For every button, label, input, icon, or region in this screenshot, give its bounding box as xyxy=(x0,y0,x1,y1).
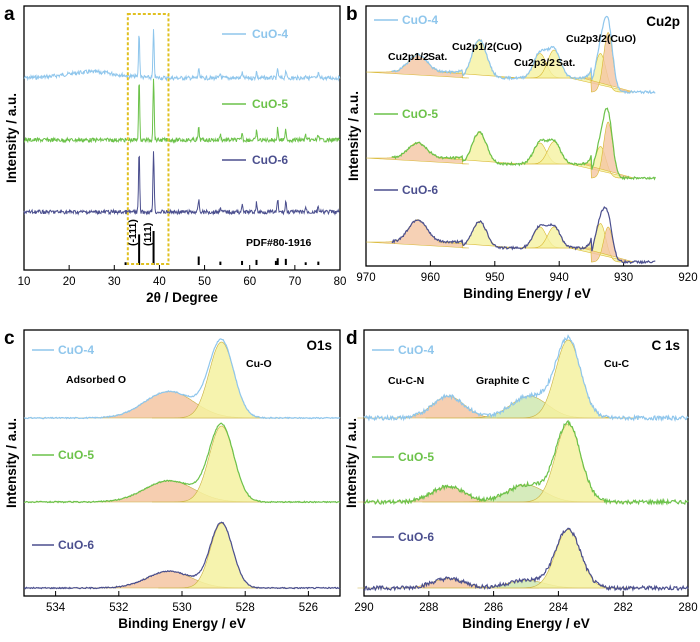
panel-title: O1s xyxy=(306,338,332,353)
panel-letter: c xyxy=(4,328,15,349)
legend-label: CuO-6 xyxy=(402,183,438,197)
legend-label: CuO-6 xyxy=(58,538,94,552)
peak-annotation: Cu-C-N xyxy=(388,375,424,387)
xrd-line-CuO-4 xyxy=(23,29,341,82)
peak-annotation: Cu2p3/2(CuO) xyxy=(566,33,636,45)
x-tick-label: 920 xyxy=(678,272,697,284)
x-tick-label: 960 xyxy=(421,272,440,284)
x-axis-title: Binding Energy / eV xyxy=(463,286,591,301)
y-axis-title: Intensity / a.u. xyxy=(344,418,359,508)
peak-annotation: Cu2p3/2 xyxy=(514,57,555,69)
x-tick-label: 526 xyxy=(299,602,318,614)
xps-line-CuO-5 xyxy=(23,422,341,504)
panel-b: b 970 960 950 940 930 920 Binding Energy / eV In… xyxy=(346,4,698,301)
fit-component xyxy=(582,121,634,179)
fit-component xyxy=(569,53,632,93)
legend-label: CuO-5 xyxy=(398,450,434,464)
peak-annotation: Cu-C xyxy=(604,358,629,370)
legend-label: CuO-5 xyxy=(58,448,94,462)
xps-line-CuO-5 xyxy=(363,419,689,506)
x-tick-label: 40 xyxy=(153,276,166,288)
xps-line-CuO-4 xyxy=(23,338,341,420)
legend-label: CuO-4 xyxy=(252,27,288,41)
xrd-line-CuO-6 xyxy=(23,151,341,216)
y-axis-title: Intensity / a.u. xyxy=(4,418,19,508)
xps-line-CuO-6 xyxy=(363,527,689,592)
peak-annotation: Sat. xyxy=(556,57,575,69)
peak-label-minus111: (-111) xyxy=(127,219,139,246)
panel-c: c 534 532 530 528 526 Binding Energy / eV Inten… xyxy=(4,328,341,631)
fit-component xyxy=(365,219,470,249)
fit-component xyxy=(30,480,309,503)
peak-annotation: Graphite C xyxy=(476,375,530,387)
x-tick-label: 20 xyxy=(63,276,76,288)
x-tick-label: 528 xyxy=(236,602,255,614)
panel-title: Cu2p xyxy=(646,14,680,29)
plot-frame xyxy=(23,5,341,271)
legend-label: CuO-6 xyxy=(252,153,288,167)
x-tick-label: 532 xyxy=(109,602,128,614)
legend-label: CuO-6 xyxy=(398,530,434,544)
xps-line-CuO-4 xyxy=(391,15,656,95)
fit-component xyxy=(365,142,470,165)
xps-line-CuO-6 xyxy=(391,206,656,265)
x-axis-title: Binding Energy / eV xyxy=(462,616,590,631)
xps-line-CuO-4 xyxy=(363,334,689,422)
peak-annotation: Cu2p1/2(CuO) xyxy=(452,41,522,53)
x-tick-label: 60 xyxy=(243,276,256,288)
x-tick-label: 286 xyxy=(484,602,503,614)
x-tick-label: 50 xyxy=(198,276,211,288)
fit-component xyxy=(30,391,309,419)
x-tick-label: 284 xyxy=(549,602,569,614)
x-tick-label: 70 xyxy=(288,276,301,288)
plot-frame xyxy=(363,329,689,597)
x-tick-label: 970 xyxy=(356,272,375,284)
peak-annotation: Sat. xyxy=(428,51,447,63)
x-tick-label: 534 xyxy=(46,602,66,614)
x-tick-label: 530 xyxy=(172,602,191,614)
legend-label: CuO-5 xyxy=(252,97,288,111)
legend-label: CuO-5 xyxy=(402,107,438,121)
x-axis-title: Binding Energy / eV xyxy=(118,616,246,631)
xps-line-CuO-6 xyxy=(23,521,341,590)
xps-line-CuO-5 xyxy=(391,107,656,181)
peak-annotation: Adsorbed O xyxy=(66,374,126,386)
legend-label: CuO-4 xyxy=(58,343,94,357)
x-tick-label: 940 xyxy=(550,272,569,284)
plot-frame xyxy=(365,5,689,267)
x-tick-label: 80 xyxy=(334,276,347,288)
panel-letter: b xyxy=(346,4,358,25)
panel-a: a 10 20 30 40 50 60 70 80 2θ / Degree Intensity / … xyxy=(4,4,346,305)
x-tick-label: 282 xyxy=(614,602,633,614)
x-tick-label: 290 xyxy=(354,602,373,614)
peak-annotation: Cu2p1/2 xyxy=(388,51,429,63)
fit-component xyxy=(496,529,640,589)
x-tick-label: 930 xyxy=(614,272,633,284)
x-tick-label: 30 xyxy=(108,276,121,288)
panel-letter: a xyxy=(4,4,15,25)
x-tick-label: 280 xyxy=(678,602,697,614)
legend-label: CuO-4 xyxy=(402,13,438,27)
x-tick-label: 10 xyxy=(18,276,31,288)
fit-component xyxy=(43,571,296,589)
y-axis-title: Intensity / a.u. xyxy=(4,93,19,183)
y-axis-title: Intensity / a.u. xyxy=(346,91,361,181)
reference-label: PDF#80-1916 xyxy=(246,237,312,249)
highlight-box xyxy=(126,13,170,265)
x-tick-label: 288 xyxy=(419,602,438,614)
panel-letter: d xyxy=(346,328,358,349)
legend-label: CuO-4 xyxy=(398,343,434,357)
fit-component xyxy=(569,146,632,179)
x-tick-label: 950 xyxy=(485,272,504,284)
peak-annotation: Cu-O xyxy=(246,358,272,370)
panel-d: d 290 288 286 284 282 280 Binding Energy / eV In… xyxy=(344,328,698,631)
xrd-line-CuO-5 xyxy=(24,78,341,144)
panel-title: C 1s xyxy=(651,338,680,353)
plot-frame xyxy=(23,329,341,597)
x-axis-title: 2θ / Degree xyxy=(146,290,218,305)
fit-component xyxy=(569,223,632,263)
peak-label-111: (111) xyxy=(142,223,154,246)
